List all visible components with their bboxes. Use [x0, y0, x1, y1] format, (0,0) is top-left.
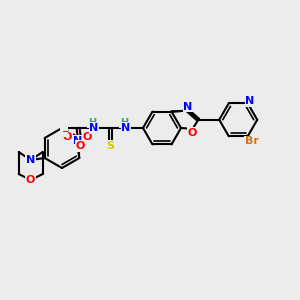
Text: −: − — [61, 128, 68, 136]
Text: N: N — [183, 102, 193, 112]
Text: H: H — [88, 118, 96, 128]
Text: O: O — [188, 128, 197, 138]
Text: O: O — [75, 141, 85, 151]
Text: S: S — [106, 141, 114, 151]
Text: N: N — [26, 155, 35, 165]
Text: H: H — [120, 118, 128, 128]
Text: N: N — [245, 96, 254, 106]
Text: N: N — [89, 123, 99, 133]
Text: N: N — [122, 123, 130, 133]
Text: N: N — [73, 136, 82, 146]
Text: Br: Br — [245, 136, 259, 146]
Text: O: O — [82, 132, 92, 142]
Text: O: O — [63, 132, 72, 142]
Text: O: O — [26, 175, 35, 185]
